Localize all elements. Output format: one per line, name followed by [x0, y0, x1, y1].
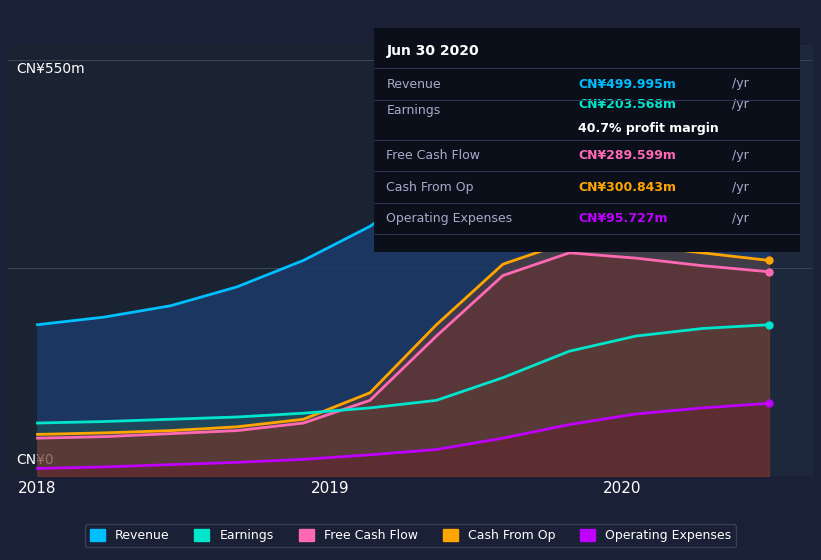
Text: CN¥499.995m: CN¥499.995m	[579, 77, 677, 91]
Text: Revenue: Revenue	[387, 77, 441, 91]
Text: CN¥203.568m: CN¥203.568m	[579, 97, 677, 111]
Text: Jun 30 2020: Jun 30 2020	[387, 44, 479, 58]
Text: Free Cash Flow: Free Cash Flow	[387, 149, 480, 162]
Text: /yr: /yr	[732, 77, 749, 91]
Text: CN¥95.727m: CN¥95.727m	[579, 212, 668, 225]
Text: Cash From Op: Cash From Op	[387, 180, 474, 194]
Text: /yr: /yr	[732, 149, 749, 162]
Legend: Revenue, Earnings, Free Cash Flow, Cash From Op, Operating Expenses: Revenue, Earnings, Free Cash Flow, Cash …	[85, 524, 736, 547]
Text: 40.7% profit margin: 40.7% profit margin	[579, 122, 719, 136]
Text: CN¥289.599m: CN¥289.599m	[579, 149, 677, 162]
Text: Earnings: Earnings	[387, 104, 441, 118]
Text: CN¥550m: CN¥550m	[16, 62, 85, 76]
Text: Operating Expenses: Operating Expenses	[387, 212, 512, 225]
Text: CN¥0: CN¥0	[16, 454, 54, 468]
Text: CN¥300.843m: CN¥300.843m	[579, 180, 677, 194]
Text: /yr: /yr	[732, 180, 749, 194]
Bar	[506, 45, 813, 476]
Text: /yr: /yr	[732, 212, 749, 225]
Text: /yr: /yr	[732, 97, 749, 111]
